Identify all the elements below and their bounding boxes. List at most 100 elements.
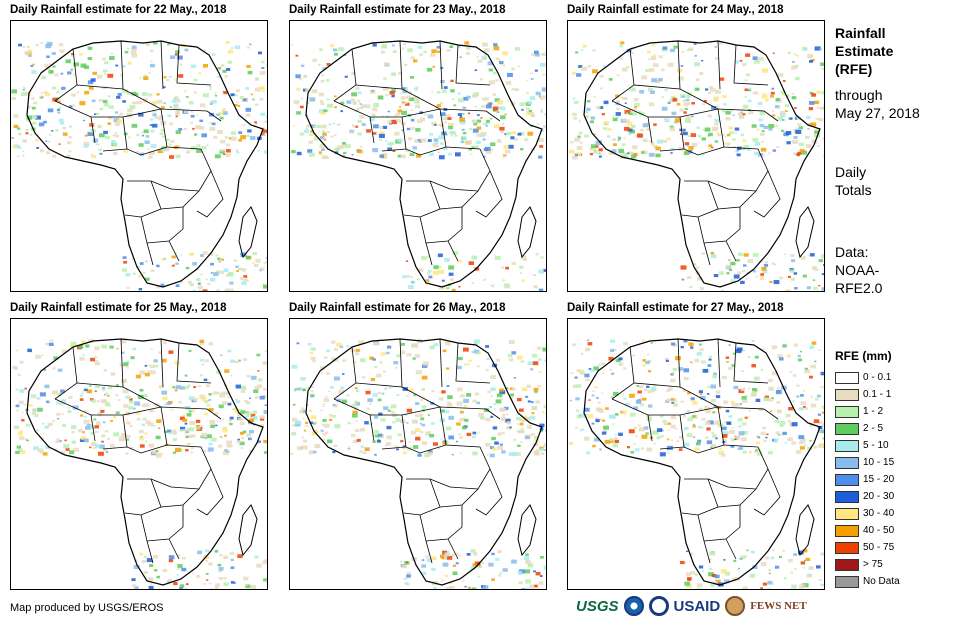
rain-cell (147, 148, 150, 150)
rain-cell (802, 567, 805, 569)
rain-cell (200, 374, 203, 377)
rain-cell (820, 386, 824, 389)
rain-cell (11, 136, 14, 139)
rain-cell (466, 46, 471, 50)
rain-cell (314, 444, 320, 449)
panel-title: Daily Rainfall estimate for 23 May., 201… (289, 4, 506, 16)
rain-cell (168, 579, 173, 582)
rain-cell (543, 406, 546, 409)
rain-cell (521, 427, 524, 430)
rain-cell (440, 579, 444, 582)
rain-cell (141, 92, 148, 97)
rain-cell (148, 93, 153, 97)
rain-cell (472, 431, 477, 435)
rain-cell (628, 132, 632, 135)
rain-cell (793, 136, 795, 138)
rain-cell (729, 131, 734, 135)
africa-map-svg (291, 40, 546, 291)
rain-cell (800, 256, 806, 260)
rain-cell (610, 415, 616, 419)
rain-cell (466, 432, 472, 436)
rain-cell (519, 429, 525, 434)
rain-cell (81, 340, 86, 344)
rain-cell (218, 111, 224, 115)
rain-cell (491, 578, 495, 581)
rain-cell (14, 367, 18, 370)
rain-cell (213, 135, 218, 139)
rain-cell (114, 134, 119, 138)
country-border (403, 478, 441, 516)
rain-cell (630, 124, 636, 129)
rain-cell (613, 348, 617, 351)
rain-cell (794, 287, 798, 290)
rain-cell (408, 441, 411, 443)
rain-cell (650, 90, 655, 94)
rain-cell (514, 88, 519, 91)
rain-cell (179, 416, 185, 421)
rain-cell (708, 572, 715, 577)
rain-cell (438, 447, 441, 450)
rain-cell (473, 122, 478, 126)
rain-cell (537, 384, 541, 388)
rain-cell (748, 110, 754, 115)
rain-cell (195, 125, 202, 130)
rain-cell (603, 127, 607, 130)
rain-cell (361, 104, 367, 108)
rain-cell (739, 403, 742, 405)
rain-cell (782, 344, 787, 348)
country-border (381, 444, 447, 454)
rain-cell (805, 557, 811, 561)
rain-cell (391, 94, 395, 98)
rain-cell (761, 140, 764, 143)
legend-label: 20 - 30 (863, 491, 895, 502)
rain-cell (403, 42, 407, 45)
rain-cell (29, 133, 33, 136)
rain-cell (350, 131, 354, 134)
rain-cell (128, 400, 134, 404)
africa-coastline (583, 338, 821, 586)
rain-cell (35, 115, 41, 120)
rain-cell (511, 67, 515, 71)
rain-cell (648, 102, 655, 107)
rain-cell (667, 422, 671, 425)
rain-cell (495, 557, 500, 561)
rain-cell (642, 138, 648, 143)
rain-cell (651, 386, 657, 391)
rain-cell (400, 92, 403, 95)
rain-cell (576, 369, 581, 373)
rain-cell (240, 390, 245, 393)
rain-cell (419, 398, 424, 401)
rain-cell (300, 377, 306, 381)
rain-cell (820, 583, 824, 587)
rain-cell (130, 50, 137, 55)
rain-cell (535, 572, 541, 576)
rain-cell (711, 399, 716, 403)
rain-cell (43, 90, 48, 94)
country-border (160, 338, 164, 388)
rain-cell (719, 77, 725, 81)
rain-cell (367, 407, 370, 410)
rain-cell (100, 409, 105, 413)
country-border (475, 468, 503, 516)
country-border (439, 190, 479, 210)
rain-cell (661, 106, 668, 111)
rain-cell (589, 146, 595, 151)
rain-cell (771, 262, 775, 265)
rain-cell (330, 44, 335, 48)
rain-cell (148, 443, 155, 448)
rain-cell (612, 138, 616, 141)
rain-cell (371, 113, 376, 117)
rain-cell (240, 135, 246, 140)
rain-cell (745, 277, 749, 280)
rain-cell (797, 354, 801, 357)
rain-cell (442, 441, 447, 445)
rain-cell (25, 132, 29, 135)
rain-cell (706, 440, 713, 445)
rain-cell (225, 41, 230, 44)
rain-cell (22, 154, 25, 157)
rain-cell (683, 131, 688, 136)
rain-cell (511, 351, 517, 355)
rain-cell (526, 91, 530, 94)
rain-cell (462, 137, 467, 140)
rain-cell (419, 422, 423, 425)
